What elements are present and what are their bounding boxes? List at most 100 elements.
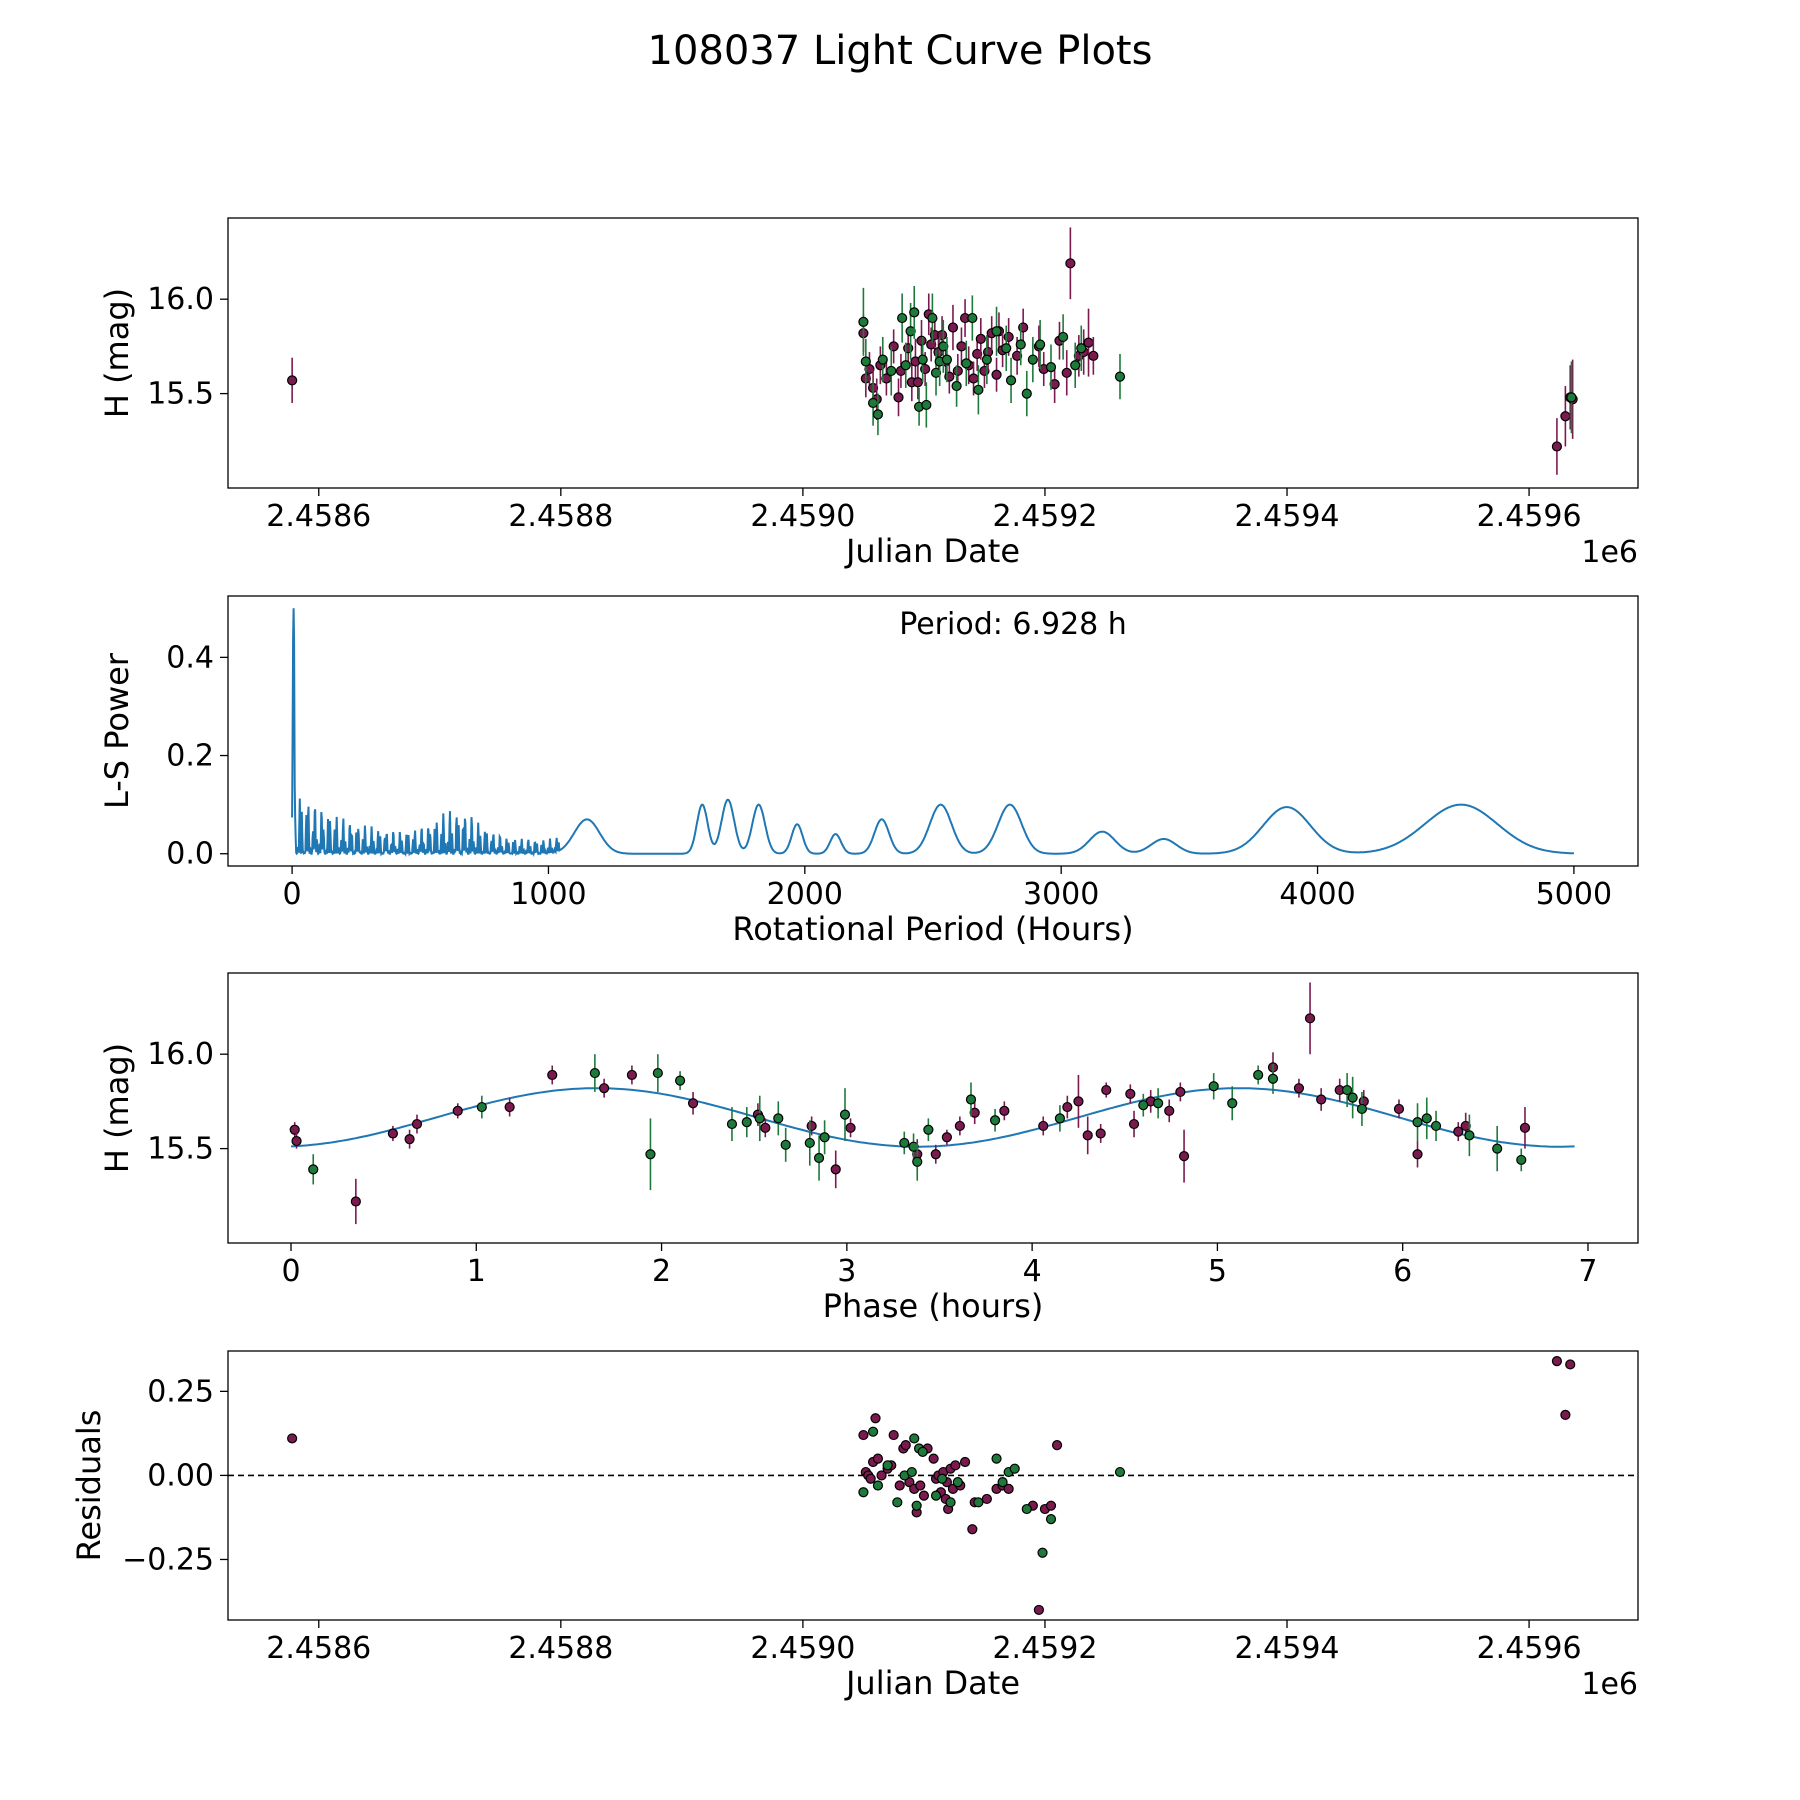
x-tick-label: 5 [1208, 1254, 1227, 1289]
data-point-purple [981, 1493, 992, 1505]
data-point-green [839, 1109, 851, 1120]
data-point-purple [1551, 441, 1563, 452]
panel-lightcurve: 2.4586 2.4588 2.4590 2.4592 2.4594 2.4596 15.5… [98, 217, 1639, 570]
data-point-purple [845, 1122, 856, 1133]
data-point-green [754, 1113, 765, 1124]
data-point-purple [926, 339, 937, 350]
data-point-green [936, 1473, 948, 1484]
data-point-green [906, 1466, 917, 1478]
data-point-green [1208, 1081, 1219, 1092]
data-point-purple [387, 1128, 399, 1139]
x-tick-label: 2.4590 [750, 499, 855, 534]
data-point-purple [806, 1120, 817, 1132]
y-tick-label: −0.25 [122, 1542, 214, 1577]
data-point-green [1054, 1113, 1066, 1124]
panel-phased: 0 1 2 3 4 5 6 7 15.5 16.0 Phase (hours) H (mag) [98, 972, 1639, 1325]
data-point-green [945, 1497, 956, 1508]
data-point-purple [1082, 1130, 1093, 1141]
data-point-purple [1178, 1151, 1190, 1162]
data-point-purple [975, 333, 986, 344]
data-point-purple [1012, 350, 1023, 361]
x-tick-label: 4 [1023, 1254, 1042, 1289]
data-point-green [773, 1113, 784, 1124]
data-point-green [912, 1156, 923, 1167]
data-point-purple [894, 1480, 905, 1491]
data-point-green [882, 1460, 893, 1471]
data-point-green [1153, 1098, 1164, 1109]
y-tick-label: 0.25 [147, 1374, 214, 1409]
data-point-purple [865, 1473, 876, 1484]
data-point-green [1356, 1103, 1368, 1115]
x-tick-label: 4000 [1279, 877, 1355, 912]
data-point-green [867, 1426, 879, 1437]
data-point-green [1227, 1098, 1238, 1109]
data-point-purple [1062, 1101, 1073, 1113]
data-point-green [813, 1152, 825, 1164]
data-point-green [965, 1094, 977, 1105]
x-axis-label: Phase (hours) [823, 1287, 1044, 1325]
data-point-purple [1453, 1126, 1464, 1137]
data-point-green [1015, 339, 1026, 350]
data-point-purple [870, 1413, 881, 1424]
x-tick-label: 2.4596 [1477, 499, 1582, 534]
data-point-green [905, 326, 916, 337]
data-point-green [1027, 354, 1038, 365]
data-point-green [941, 354, 953, 365]
data-point-green [989, 1115, 1001, 1126]
data-point-purple [1065, 258, 1076, 269]
data-point-green [804, 1137, 815, 1149]
x-axis-label: Julian Date [844, 532, 1020, 570]
data-point-purple [1095, 1128, 1106, 1139]
data-point-purple [1073, 1096, 1084, 1107]
data-point-green [1005, 375, 1017, 386]
data-point-green [652, 1067, 663, 1079]
y-axis-label: H (mag) [98, 288, 136, 418]
x-tick-label: 3 [837, 1254, 856, 1289]
data-point-green [1138, 1100, 1149, 1111]
y-axis-label: Residuals [70, 1410, 108, 1562]
x-tick-label: 2.4586 [266, 1631, 371, 1666]
data-point-purple [912, 377, 923, 388]
x-axis-label: Julian Date [844, 1664, 1020, 1702]
data-point-green [741, 1117, 752, 1128]
data-point-green [886, 365, 897, 377]
y-axis-label: H (mag) [98, 1043, 136, 1173]
data-point-purple [1061, 367, 1072, 378]
data-point-green [867, 397, 879, 409]
periodogram-line [291, 608, 1574, 858]
data-point-green [858, 1487, 869, 1498]
data-point-purple [947, 322, 959, 333]
data-point-purple [599, 1083, 610, 1094]
data-point-purple [999, 1105, 1010, 1116]
axes-frame [227, 1350, 1639, 1621]
data-point-green [1412, 1117, 1423, 1128]
data-point-green [909, 1433, 920, 1444]
data-point-purple [959, 1456, 971, 1468]
x-tick-label: 2.4592 [992, 1631, 1097, 1666]
axis-offset-label: 1e6 [1581, 1667, 1638, 1702]
data-point-green [1114, 371, 1126, 382]
data-point-green [897, 312, 908, 324]
data-point-purple [1164, 1105, 1175, 1116]
data-point-green [991, 1453, 1002, 1464]
data-point-purple [287, 1433, 298, 1444]
data-point-purple [404, 1134, 415, 1145]
data-point-purple [1175, 1086, 1186, 1098]
data-point-purple [1101, 1084, 1112, 1096]
y-tick-label: 15.5 [147, 377, 214, 412]
data-point-green [1267, 1073, 1279, 1084]
data-point-green [938, 341, 949, 352]
data-point-green [981, 354, 992, 365]
data-point-purple [952, 365, 963, 377]
y-tick-label: 16.0 [147, 282, 214, 317]
x-tick-label: 2.4594 [1235, 1631, 1340, 1666]
x-tick-label: 2.4588 [508, 1631, 613, 1666]
data-point-green [1430, 1120, 1442, 1132]
data-point-green [1001, 343, 1012, 354]
x-tick-label: 5000 [1536, 877, 1612, 912]
data-point-green [780, 1139, 791, 1150]
data-point-purple [1565, 1359, 1576, 1370]
data-point-green [308, 1164, 319, 1175]
data-point-green [967, 312, 978, 324]
data-point-green [952, 1477, 963, 1488]
